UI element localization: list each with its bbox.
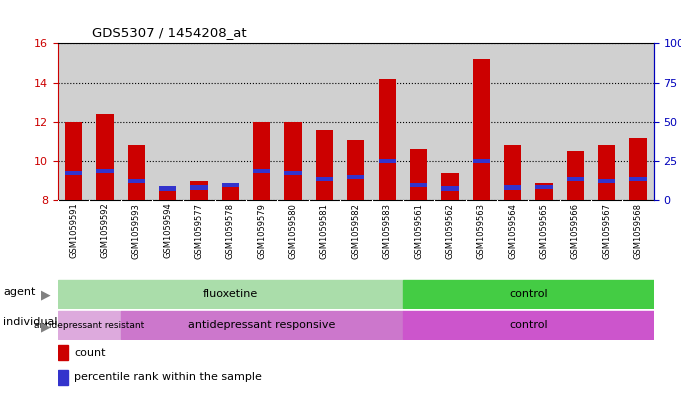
Bar: [403, 280, 654, 308]
Text: GSM1059567: GSM1059567: [602, 203, 612, 259]
Bar: [379, 79, 396, 200]
Bar: [253, 122, 270, 200]
Text: ▶: ▶: [42, 289, 51, 302]
Bar: [473, 59, 490, 200]
Text: GSM1059594: GSM1059594: [163, 203, 172, 259]
Text: fluoxetine: fluoxetine: [203, 289, 258, 299]
Text: count: count: [74, 348, 106, 358]
Text: GSM1059592: GSM1059592: [100, 203, 110, 259]
Bar: [127, 178, 145, 183]
Text: antidepressant resistant: antidepressant resistant: [34, 321, 144, 330]
Bar: [347, 140, 364, 200]
Text: individual: individual: [3, 317, 58, 327]
Bar: [598, 178, 616, 183]
Bar: [222, 182, 239, 187]
Text: control: control: [509, 320, 548, 330]
Text: GSM1059561: GSM1059561: [414, 203, 423, 259]
Bar: [598, 145, 616, 200]
Bar: [159, 189, 176, 200]
Bar: [222, 185, 239, 200]
Bar: [473, 159, 490, 163]
Text: GSM1059583: GSM1059583: [383, 203, 392, 259]
Bar: [347, 174, 364, 179]
Bar: [253, 169, 270, 173]
Text: GSM1059581: GSM1059581: [320, 203, 329, 259]
Text: GSM1059563: GSM1059563: [477, 203, 486, 259]
Bar: [504, 145, 521, 200]
Bar: [58, 280, 403, 308]
Text: ▶: ▶: [42, 320, 51, 333]
Bar: [410, 182, 427, 187]
Bar: [96, 169, 114, 173]
Text: agent: agent: [3, 287, 36, 297]
Bar: [567, 176, 584, 181]
Bar: [535, 183, 552, 200]
Bar: [191, 181, 208, 200]
Bar: [127, 145, 145, 200]
Bar: [96, 114, 114, 200]
Text: GSM1059577: GSM1059577: [195, 203, 204, 259]
Text: GSM1059568: GSM1059568: [633, 203, 643, 259]
Bar: [191, 185, 208, 190]
Text: GSM1059591: GSM1059591: [69, 203, 78, 259]
Text: GSM1059578: GSM1059578: [226, 203, 235, 259]
Bar: [65, 171, 82, 175]
Text: percentile rank within the sample: percentile rank within the sample: [74, 372, 262, 382]
Bar: [567, 151, 584, 200]
Text: GSM1059566: GSM1059566: [571, 203, 580, 259]
Bar: [58, 370, 68, 385]
Bar: [379, 159, 396, 163]
Text: antidepressant responsive: antidepressant responsive: [188, 320, 336, 330]
Bar: [285, 171, 302, 175]
Bar: [285, 122, 302, 200]
Bar: [316, 176, 333, 181]
Text: GSM1059593: GSM1059593: [132, 203, 141, 259]
Bar: [441, 173, 458, 200]
Bar: [65, 122, 82, 200]
Text: GSM1059562: GSM1059562: [445, 203, 454, 259]
Bar: [403, 311, 654, 339]
Bar: [535, 184, 552, 189]
Bar: [410, 149, 427, 200]
Bar: [159, 186, 176, 191]
Text: GSM1059579: GSM1059579: [257, 203, 266, 259]
Text: GSM1059565: GSM1059565: [539, 203, 548, 259]
Text: GSM1059580: GSM1059580: [289, 203, 298, 259]
Text: GSM1059582: GSM1059582: [351, 203, 360, 259]
Bar: [504, 185, 521, 190]
Bar: [58, 345, 68, 360]
Text: GSM1059564: GSM1059564: [508, 203, 517, 259]
Bar: [121, 311, 403, 339]
Text: control: control: [509, 289, 548, 299]
Bar: [629, 176, 647, 181]
Bar: [629, 138, 647, 200]
Text: GDS5307 / 1454208_at: GDS5307 / 1454208_at: [92, 26, 247, 39]
Bar: [58, 311, 121, 339]
Bar: [316, 130, 333, 200]
Bar: [441, 186, 458, 191]
